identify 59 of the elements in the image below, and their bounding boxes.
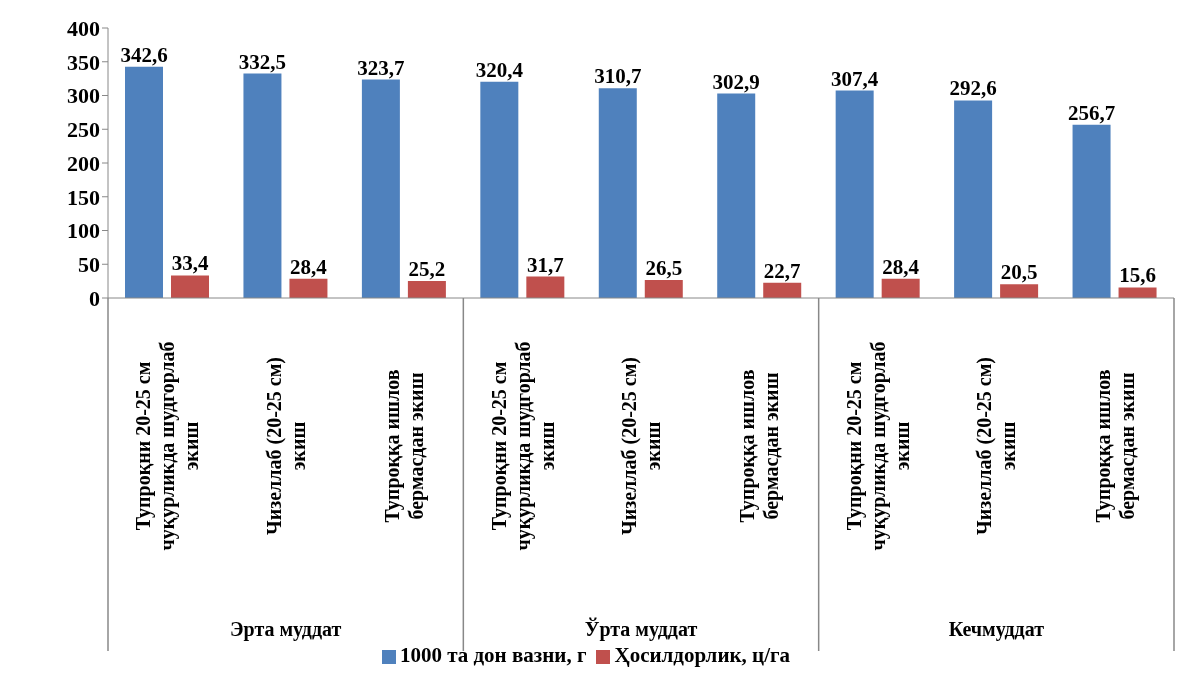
data-label: 28,4 xyxy=(290,254,328,279)
bar xyxy=(125,66,163,298)
data-label: 320,4 xyxy=(475,57,524,82)
data-label: 15,6 xyxy=(1119,263,1156,288)
y-tick-label: 100 xyxy=(67,218,100,244)
data-label: 310,7 xyxy=(594,64,642,89)
bar xyxy=(881,278,920,298)
bar xyxy=(1072,124,1111,298)
bar xyxy=(526,276,565,298)
x-tick-label: Тупроқни 20-25 см чуқурликда шудгорлаб экиш xyxy=(842,341,913,551)
x-tick-label: Тупроққа ишлов бермасдан экиш xyxy=(381,369,429,523)
bar xyxy=(763,282,802,298)
y-tick-label: 200 xyxy=(67,150,100,176)
bar xyxy=(243,73,282,298)
legend-label: 1000 та дон вазни, г xyxy=(399,643,587,667)
bar xyxy=(361,79,400,298)
bar xyxy=(289,278,328,298)
bar xyxy=(1000,284,1039,298)
x-tick-label: Чизеллаб (20-25 см) экиш xyxy=(262,356,309,536)
data-label: 25,2 xyxy=(408,256,446,281)
data-label: 332,5 xyxy=(238,49,287,74)
text: Эрта муддат xyxy=(229,618,342,641)
y-tick-label: 0 xyxy=(89,285,100,311)
y-tick-label: 300 xyxy=(67,83,100,109)
bar xyxy=(1118,287,1157,298)
y-tick-label: 350 xyxy=(67,49,100,75)
x-tick-label: Чизеллаб (20-25 см) экиш xyxy=(618,356,664,536)
x-tick-label: Тупроққа ишлов бермасдан экиш xyxy=(1091,369,1139,523)
x-tick-label: Тупроқни 20-25 см чуқурликда шудгорлаб экиш xyxy=(132,341,203,551)
bar xyxy=(644,280,683,298)
x-tick-label: Чизеллаб (20-25 см) экиш xyxy=(973,356,1020,536)
bar xyxy=(598,88,637,298)
text: Ўрта муддат xyxy=(584,617,698,641)
y-tick-label: 150 xyxy=(67,184,100,210)
data-label: 342,6 xyxy=(120,42,168,67)
y-tick-label: 400 xyxy=(67,15,100,41)
data-label: 323,7 xyxy=(357,55,405,80)
data-label: 20,5 xyxy=(1000,260,1038,285)
bar xyxy=(835,90,874,298)
data-label: 302,9 xyxy=(712,69,760,94)
bar xyxy=(171,275,209,298)
text: Кечмуддат xyxy=(948,618,1045,641)
bar xyxy=(954,100,993,298)
data-label: 28,4 xyxy=(882,254,920,279)
x-tick-label: Тупроқни 20-25 см чуқурликда шудгорлаб экиш xyxy=(487,341,558,551)
data-label: 307,4 xyxy=(831,66,879,91)
data-label: 256,7 xyxy=(1067,100,1116,125)
data-label: 22,7 xyxy=(763,258,801,283)
bar xyxy=(717,93,756,298)
legend-label: Ҳосилдорлик, ц/га xyxy=(614,643,791,667)
x-tick-label: Тупроққа ишлов бермасдан экиш xyxy=(736,369,784,523)
bar xyxy=(480,81,519,298)
y-tick-label: 50 xyxy=(78,252,100,278)
data-label: 31,7 xyxy=(526,252,564,277)
y-tick-label: 250 xyxy=(67,117,100,143)
data-label: 33,4 xyxy=(171,251,209,276)
data-label: 26,5 xyxy=(645,256,683,281)
bar xyxy=(407,280,446,298)
data-label: 292,6 xyxy=(949,76,997,101)
